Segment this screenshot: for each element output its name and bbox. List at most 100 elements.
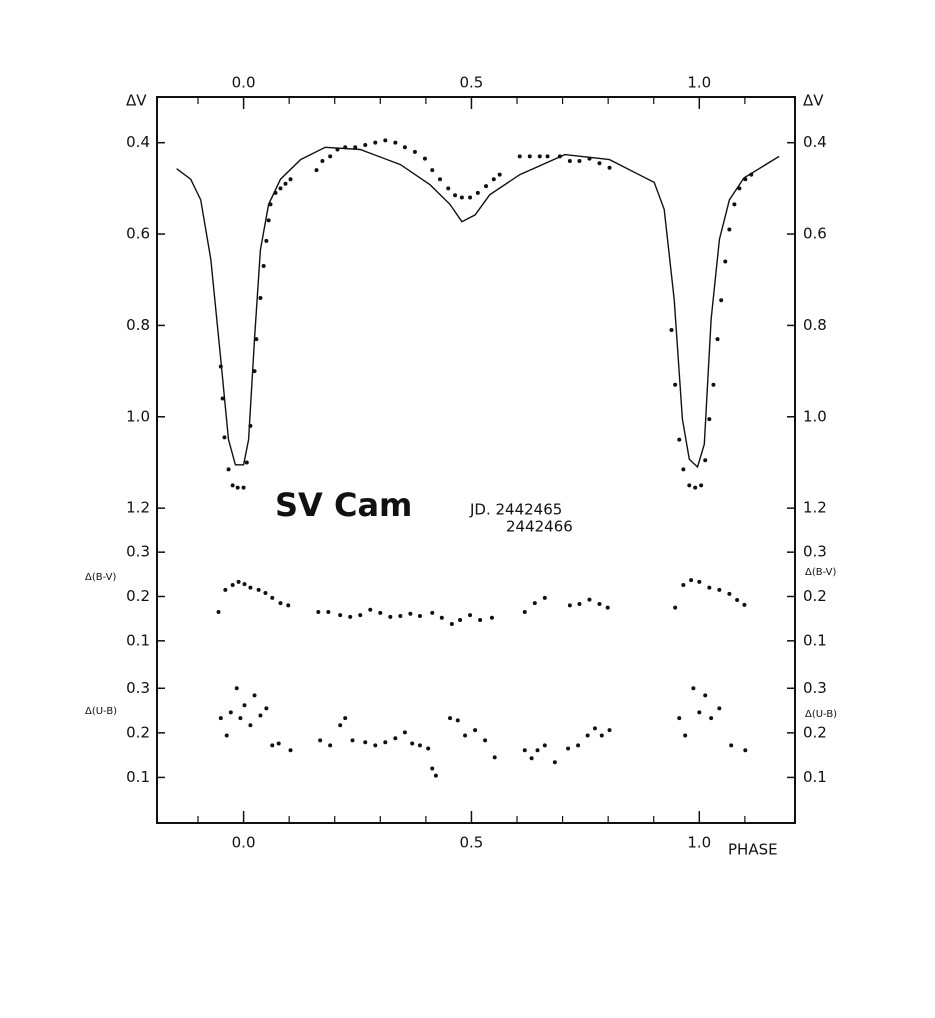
data-point xyxy=(326,610,331,615)
data-point xyxy=(258,296,263,301)
data-point xyxy=(489,615,494,620)
data-point xyxy=(430,168,435,173)
data-point xyxy=(417,743,422,748)
y-tick-label: 0.2 xyxy=(803,587,827,605)
y-tick-label: 0.8 xyxy=(126,316,150,334)
data-point xyxy=(235,485,240,490)
data-point xyxy=(717,706,722,711)
data-point xyxy=(373,743,378,748)
data-point xyxy=(216,610,221,615)
data-point xyxy=(417,614,422,619)
data-point xyxy=(552,760,557,765)
data-point xyxy=(597,602,602,607)
data-point xyxy=(363,142,368,147)
data-point xyxy=(220,396,225,401)
data-point xyxy=(378,610,383,615)
data-point xyxy=(687,483,692,488)
data-point xyxy=(278,601,283,606)
data-point xyxy=(522,610,527,615)
y-tick-label: 1.2 xyxy=(803,499,827,517)
y-tick-label: 0.3 xyxy=(803,679,827,697)
data-point xyxy=(459,195,464,200)
data-point xyxy=(735,598,740,603)
data-point xyxy=(283,181,288,186)
data-point xyxy=(697,579,702,584)
data-point xyxy=(353,145,358,150)
data-point xyxy=(410,741,415,746)
data-point xyxy=(689,578,694,583)
data-point xyxy=(742,602,747,607)
y-tick-label: 0.3 xyxy=(126,543,150,561)
y-tick-label: 1.2 xyxy=(126,499,150,517)
data-point xyxy=(252,693,257,698)
data-point xyxy=(719,298,724,303)
y-tick-label: 0.3 xyxy=(803,543,827,561)
data-point xyxy=(412,149,417,154)
data-point xyxy=(368,607,373,612)
data-point xyxy=(532,601,537,606)
data-point xyxy=(264,706,269,711)
data-point xyxy=(363,740,368,745)
data-point xyxy=(492,755,497,760)
data-point xyxy=(577,158,582,163)
data-point xyxy=(717,587,722,592)
data-point xyxy=(348,614,353,619)
data-point xyxy=(497,172,502,177)
x-axis-label: PHASE xyxy=(728,841,778,859)
x-tick-label: 0.5 xyxy=(460,74,484,92)
data-point xyxy=(264,238,269,243)
data-point xyxy=(234,686,239,691)
y-tick-label: 0.4 xyxy=(803,133,827,151)
data-point xyxy=(468,195,473,200)
data-point xyxy=(316,610,321,615)
data-point xyxy=(599,733,604,738)
data-point xyxy=(430,610,435,615)
data-point xyxy=(449,621,454,626)
data-point xyxy=(350,738,355,743)
data-point xyxy=(248,585,253,590)
data-point xyxy=(673,605,678,610)
data-point xyxy=(223,587,228,592)
data-point xyxy=(455,718,460,723)
data-point xyxy=(448,716,453,721)
data-point xyxy=(402,730,407,735)
data-point xyxy=(683,733,688,738)
data-point xyxy=(542,743,547,748)
plot-frame xyxy=(156,96,796,824)
data-point xyxy=(585,733,590,738)
y-tick-label: 1.0 xyxy=(803,407,827,425)
y-tick-label: 0.1 xyxy=(803,768,827,786)
data-point xyxy=(491,177,496,182)
data-point xyxy=(236,579,241,584)
data-point xyxy=(433,773,438,778)
data-point xyxy=(566,746,571,751)
x-tick-label: 0.0 xyxy=(232,834,256,852)
data-point xyxy=(576,743,581,748)
y-tick-label: 0.2 xyxy=(126,723,150,741)
data-point xyxy=(373,140,378,145)
data-point xyxy=(446,186,451,191)
data-point xyxy=(222,435,227,440)
data-point xyxy=(542,595,547,600)
data-point xyxy=(320,158,325,163)
data-point xyxy=(677,437,682,442)
data-point xyxy=(567,158,572,163)
data-point xyxy=(703,458,708,463)
data-point xyxy=(270,743,275,748)
y-tick-label: 0.4 xyxy=(126,133,150,151)
data-point xyxy=(743,748,748,753)
data-point xyxy=(475,190,480,195)
data-point xyxy=(398,614,403,619)
data-point xyxy=(587,597,592,602)
y-tick-label: 0.6 xyxy=(803,225,827,243)
data-point xyxy=(567,603,572,608)
data-point xyxy=(535,748,540,753)
data-point xyxy=(483,738,488,743)
data-point xyxy=(430,766,435,771)
data-point xyxy=(266,218,271,223)
data-point xyxy=(463,733,468,738)
data-point xyxy=(669,327,674,332)
data-point xyxy=(388,614,393,619)
data-point xyxy=(711,382,716,387)
data-point xyxy=(707,417,712,422)
